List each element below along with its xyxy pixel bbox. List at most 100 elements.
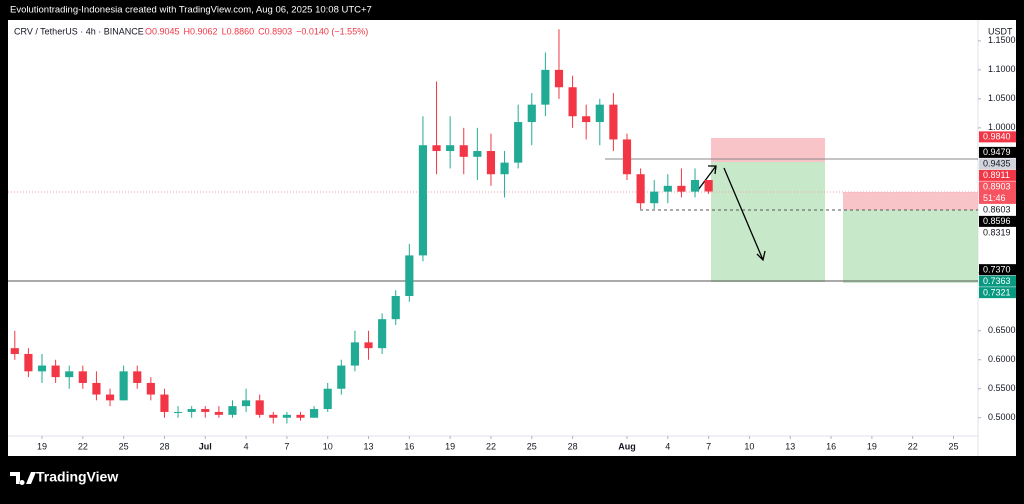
legend-value: C0.8903: [258, 26, 292, 36]
candle-body: [269, 414, 278, 418]
candle-body: [282, 414, 291, 418]
price-label-box: [979, 275, 1016, 287]
legend-value: O0.9045: [145, 26, 180, 36]
x-tick-label: 16: [404, 441, 414, 451]
candle-body: [24, 353, 33, 372]
x-tick-label: 25: [949, 441, 959, 451]
x-tick-label: Jul: [199, 441, 212, 451]
stop-zone: [843, 192, 978, 210]
x-tick-label: 22: [78, 441, 88, 451]
legend: O0.9045 H0.9062 L0.8860 C0.8903 −0.0140 (−1.…: [145, 26, 368, 36]
candle-body: [622, 139, 632, 175]
price-label-box: [979, 131, 1016, 143]
x-tick-label: 7: [706, 441, 711, 451]
candle-body: [378, 319, 387, 349]
price-label-box: [979, 169, 1016, 181]
candle-body: [146, 382, 155, 395]
candle-body: [78, 371, 87, 383]
legend-value: −0.0140 (−1.55%): [296, 26, 368, 36]
x-tick-label: 4: [244, 441, 249, 451]
price-label: 0.8903: [983, 182, 1011, 192]
price-label: 0.9435: [983, 159, 1011, 169]
y-unit: USDT: [988, 26, 1013, 36]
candle-body: [677, 185, 686, 192]
x-tick-label: 4: [665, 441, 670, 451]
price-label-box: [979, 287, 1016, 299]
y-tick-label: 0.6000: [988, 354, 1016, 364]
candle-body: [10, 348, 19, 354]
plot: [10, 29, 713, 424]
price-label: 0.9840: [983, 131, 1011, 141]
price-label-box: [979, 264, 1016, 276]
candle-body: [595, 104, 604, 123]
target-zone: [843, 210, 978, 283]
x-tick-label: 25: [527, 441, 537, 451]
candle-body: [554, 69, 564, 88]
legend-value: L0.8860: [222, 26, 255, 36]
candle-body: [323, 388, 332, 410]
candle-body: [650, 191, 659, 204]
logo: [10, 472, 36, 485]
candle-body: [582, 116, 591, 123]
x-tick-label: 25: [119, 441, 129, 451]
y-tick-label: 1.1500: [988, 35, 1016, 45]
candle-body: [105, 394, 115, 401]
price-label-box: [979, 215, 1016, 227]
price-label-box: [979, 204, 1016, 216]
y-tick-label: 0.5500: [988, 383, 1016, 393]
candle-body: [514, 122, 523, 163]
candle-body: [228, 406, 237, 415]
x-tick-label: 28: [159, 441, 169, 451]
candle-body: [663, 185, 672, 192]
candle-body: [65, 371, 74, 378]
candle-body: [432, 145, 441, 152]
candle-body: [37, 365, 47, 372]
y-tick-label: 0.6500: [988, 325, 1016, 335]
candle-body: [51, 365, 60, 378]
y-tick-label: 0.5000: [988, 412, 1016, 422]
price-label: 0.8319: [983, 228, 1011, 238]
price-label-box: [979, 227, 1016, 239]
price-label-box: [979, 146, 1016, 158]
target-zone: [711, 162, 825, 282]
candle-body: [350, 342, 359, 366]
y-tick-label: 1.1000: [988, 64, 1016, 74]
candle-body: [609, 104, 618, 140]
x-tick-label: 13: [364, 441, 374, 451]
candle-body: [364, 342, 373, 349]
price-label: 0.9479: [983, 147, 1011, 157]
price-label: 0.8911: [983, 170, 1010, 180]
candle-body: [405, 255, 414, 296]
candle-body: [337, 365, 346, 389]
candle-body: [690, 180, 700, 192]
candle-body: [418, 145, 428, 256]
candle-body: [391, 295, 400, 320]
candle-body: [568, 87, 577, 117]
candle-body: [636, 174, 645, 204]
candle-body: [92, 382, 101, 395]
brand: TradingView: [36, 469, 118, 485]
candle-body: [473, 151, 482, 157]
x-tick-label: 13: [785, 441, 795, 451]
arrows: [697, 165, 766, 262]
y-tick-label: 1.0500: [988, 93, 1016, 103]
candle-body: [133, 371, 142, 383]
x-tick-label: Aug: [618, 441, 636, 451]
x-tick-label: 19: [867, 441, 877, 451]
x-tick-label: 19: [37, 441, 47, 451]
stop-zone: [711, 138, 825, 162]
price-label-box: [979, 181, 1016, 204]
candle-body: [214, 411, 223, 415]
x-tick-label: 22: [908, 441, 918, 451]
candle-body: [446, 145, 455, 152]
candle-body: [527, 104, 536, 123]
candle-body: [296, 414, 305, 418]
candle-body: [310, 409, 319, 418]
price-label-box: [979, 158, 1016, 170]
price-label: 0.8603: [983, 205, 1011, 215]
x-tick-label: 19: [445, 441, 455, 451]
countdown: 51:46: [983, 193, 1006, 203]
price-label: 0.8596: [983, 216, 1011, 226]
x-tick-label: 7: [284, 441, 289, 451]
